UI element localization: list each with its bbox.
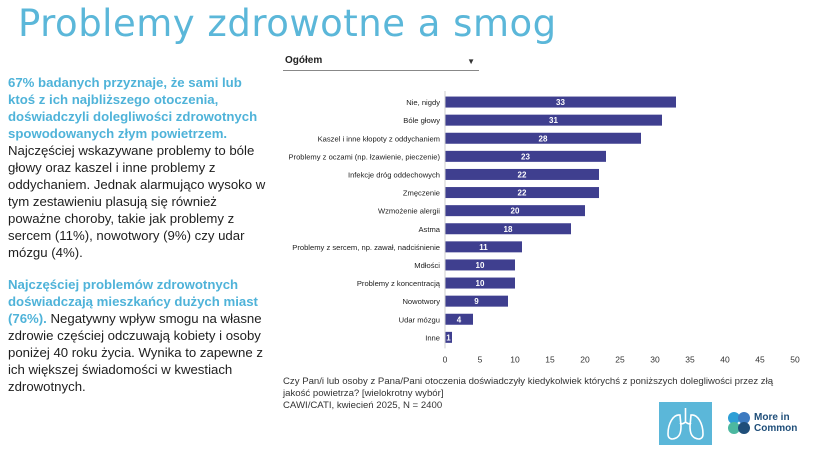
lungs-icon (659, 402, 712, 445)
category-label: Wzmożenie alergii (378, 207, 440, 216)
logo-text-line-2: Common (754, 423, 798, 434)
bar (445, 313, 473, 325)
bar (445, 223, 571, 235)
bar-value-label: 23 (521, 152, 530, 161)
chevron-down-icon[interactable]: ▼ (467, 57, 475, 66)
category-label: Problemy z sercem, np. zawał, nadciśnien… (292, 243, 440, 252)
x-tick-label: 0 (443, 354, 448, 364)
category-label: Problemy z oczami (np. łzawienie, piecze… (288, 152, 440, 161)
group-filter-dropdown[interactable]: Ogółem ▼ (283, 53, 479, 71)
survey-method: CAWI/CATI, kwiecień 2025, N = 2400 (283, 400, 443, 411)
bar (445, 331, 452, 343)
summary-body-1: Najczęściej wskazywane problemy to bóle … (8, 143, 266, 260)
bar-value-label: 10 (476, 279, 485, 288)
bar-chart: Nie, nigdy 33 Bóle głowy 31 Kaszel i inne kł… (288, 91, 800, 364)
bar-value-label: 28 (539, 134, 548, 143)
category-label: Astma (418, 225, 440, 234)
x-tick-label: 30 (650, 354, 660, 364)
bar-value-label: 10 (476, 261, 485, 270)
category-label: Infekcje dróg oddechowych (348, 170, 440, 179)
bar (445, 187, 599, 199)
bar (445, 96, 676, 108)
group-filter-value: Ogółem (285, 55, 323, 66)
x-tick-label: 25 (615, 354, 625, 364)
bar (445, 168, 599, 180)
category-label: Bóle głowy (403, 116, 440, 125)
bar (445, 150, 606, 162)
bar-value-label: 22 (518, 170, 527, 179)
bar-value-label: 9 (474, 297, 479, 306)
x-tick-label: 45 (755, 354, 765, 364)
category-label: Inne (425, 333, 440, 342)
bar-value-label: 33 (556, 98, 565, 107)
category-label: Mdłości (414, 261, 440, 270)
bar (445, 277, 515, 289)
bar-value-label: 20 (511, 207, 520, 216)
category-label: Zmęczenie (403, 189, 440, 198)
bar-value-label: 18 (504, 225, 513, 234)
bar (445, 241, 522, 253)
bar (445, 205, 585, 217)
survey-question: Czy Pan/i lub osoby z Pana/Pani otoczeni… (283, 376, 774, 399)
category-label: Nowotwory (402, 297, 440, 306)
x-tick-label: 40 (720, 354, 730, 364)
summary-highlight-1: 67% badanych przyznaje, że sami lub ktoś… (8, 75, 258, 141)
summary-text: 67% badanych przyznaje, że sami lub ktoś… (8, 74, 270, 410)
category-label: Nie, nigdy (406, 98, 440, 107)
bar (445, 259, 515, 271)
bar-value-label: 22 (518, 189, 527, 198)
bar-value-label: 1 (446, 333, 451, 342)
bar-value-label: 11 (479, 243, 488, 252)
logo-mark-icon (728, 412, 750, 434)
bar (445, 295, 508, 307)
page-title: Problemy zdrowotne a smog (18, 2, 557, 45)
bar-value-label: 4 (457, 315, 462, 324)
bar-value-label: 31 (549, 116, 558, 125)
x-tick-label: 5 (478, 354, 483, 364)
category-label: Udar mózgu (399, 315, 440, 324)
bar (445, 132, 641, 144)
x-tick-label: 10 (510, 354, 520, 364)
bar (445, 114, 662, 126)
x-tick-label: 15 (545, 354, 555, 364)
summary-paragraph-1: 67% badanych przyznaje, że sami lub ktoś… (8, 74, 270, 261)
logo-text-line-1: More in (754, 412, 790, 423)
x-tick-label: 35 (685, 354, 695, 364)
summary-highlight-2: Najczęściej problemów zdrowotnych doświa… (8, 277, 258, 326)
summary-paragraph-2: Najczęściej problemów zdrowotnych doświa… (8, 276, 270, 395)
more-in-common-logo: More in Common (726, 410, 816, 440)
summary-body-2: Negatywny wpływ smogu na własne zdrowie … (8, 311, 263, 394)
category-label: Kaszel i inne kłopoty z oddychaniem (318, 134, 440, 143)
x-tick-label: 50 (790, 354, 800, 364)
x-tick-label: 20 (580, 354, 590, 364)
chart-footnote: Czy Pan/i lub osoby z Pana/Pani otoczeni… (283, 376, 783, 412)
category-label: Problemy z koncentracją (357, 279, 441, 288)
